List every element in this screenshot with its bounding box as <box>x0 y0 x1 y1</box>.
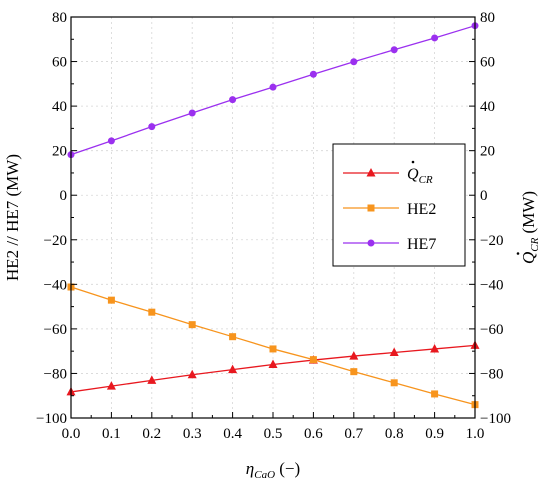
circle-marker <box>350 58 358 66</box>
left-y-tick-label: −20 <box>44 233 67 249</box>
triangle-marker <box>268 359 278 369</box>
circle-marker <box>390 46 398 54</box>
triangle-marker <box>228 364 238 374</box>
left-y-tick-label: 0 <box>60 188 68 204</box>
x-tick-label: 0.5 <box>264 426 283 442</box>
square-marker <box>431 390 439 398</box>
axis-ticks: 0.0 0.1 0.2 0.3 0.4 0.5 0.6 0.7 0.8 0.9 1.0 80 60 40 2… <box>36 10 511 442</box>
circle-marker <box>107 137 115 145</box>
right-y-tick-label: 0 <box>480 188 488 204</box>
circle-marker <box>309 70 317 78</box>
triangle-marker <box>430 343 440 353</box>
left-y-tick-label: 40 <box>52 99 67 115</box>
series-he7 <box>67 22 479 159</box>
right-y-tick-label: 60 <box>480 55 495 71</box>
square-marker <box>188 321 196 329</box>
right-y-tick-label: −40 <box>480 277 503 293</box>
x-tick-label: 0.6 <box>304 426 323 442</box>
legend: QCR HE2 HE7 <box>332 143 466 267</box>
x-tick-label: 0.3 <box>183 426 202 442</box>
triangle-marker <box>366 168 376 177</box>
right-y-tick-label: −20 <box>480 233 503 249</box>
x-tick-label: 0.1 <box>102 426 121 442</box>
x-axis-title: ηCaO (−) <box>246 459 300 481</box>
square-marker <box>390 379 398 387</box>
square-marker <box>269 345 277 353</box>
circle-marker <box>148 123 156 131</box>
triangle-marker <box>147 375 157 384</box>
triangle-marker <box>106 381 116 390</box>
square-marker <box>309 356 317 364</box>
legend-label: HE7 <box>407 236 436 253</box>
right-y-axis-title: QCR (MW) <box>519 191 541 264</box>
left-y-tick-label: 60 <box>52 55 67 71</box>
square-marker <box>148 308 156 316</box>
square-marker <box>229 333 237 341</box>
x-tick-label: 0.0 <box>62 426 81 442</box>
legend-entry: HE2 <box>343 201 436 218</box>
right-y-tick-label: −80 <box>480 366 503 382</box>
legend-entry: HE7 <box>343 236 436 253</box>
legend-label: QCR <box>407 166 433 186</box>
right-y-tick-label: 20 <box>480 144 495 160</box>
legend-label: HE2 <box>407 201 436 218</box>
square-marker <box>350 368 358 376</box>
left-y-tick-label: −100 <box>36 411 67 427</box>
left-y-tick-label: −40 <box>44 277 67 293</box>
x-tick-label: 0.8 <box>385 426 404 442</box>
square-marker <box>107 296 115 304</box>
triangle-marker <box>389 347 399 357</box>
legend-box <box>332 143 466 267</box>
legend-overdot <box>411 160 415 164</box>
right-y-tick-label: 40 <box>480 99 495 115</box>
x-tick-label: 0.7 <box>344 426 363 442</box>
triangle-marker <box>187 369 197 379</box>
circle-marker <box>188 109 196 117</box>
x-tick-label: 0.2 <box>142 426 161 442</box>
left-y-tick-label: 80 <box>52 10 67 26</box>
left-y-tick-label: −60 <box>44 322 67 338</box>
circle-marker <box>431 34 439 42</box>
right-title-overdot <box>516 252 520 255</box>
right-y-tick-label: −60 <box>480 322 503 338</box>
legend-entry: QCR <box>343 160 433 186</box>
x-tick-label: 1.0 <box>466 426 485 442</box>
circle-marker <box>367 239 375 247</box>
circle-marker <box>229 96 237 104</box>
triangle-marker <box>349 351 359 360</box>
square-marker <box>367 204 375 212</box>
left-y-axis-title: HE2 // HE7 (MW) <box>3 154 22 281</box>
left-y-tick-label: 20 <box>52 144 67 160</box>
left-y-tick-label: −80 <box>44 366 67 382</box>
x-tick-label: 0.4 <box>223 426 242 442</box>
circle-marker <box>269 83 277 91</box>
right-y-tick-label: 80 <box>480 10 495 26</box>
x-tick-label: 0.9 <box>425 426 444 442</box>
right-y-tick-label: −100 <box>480 411 511 427</box>
